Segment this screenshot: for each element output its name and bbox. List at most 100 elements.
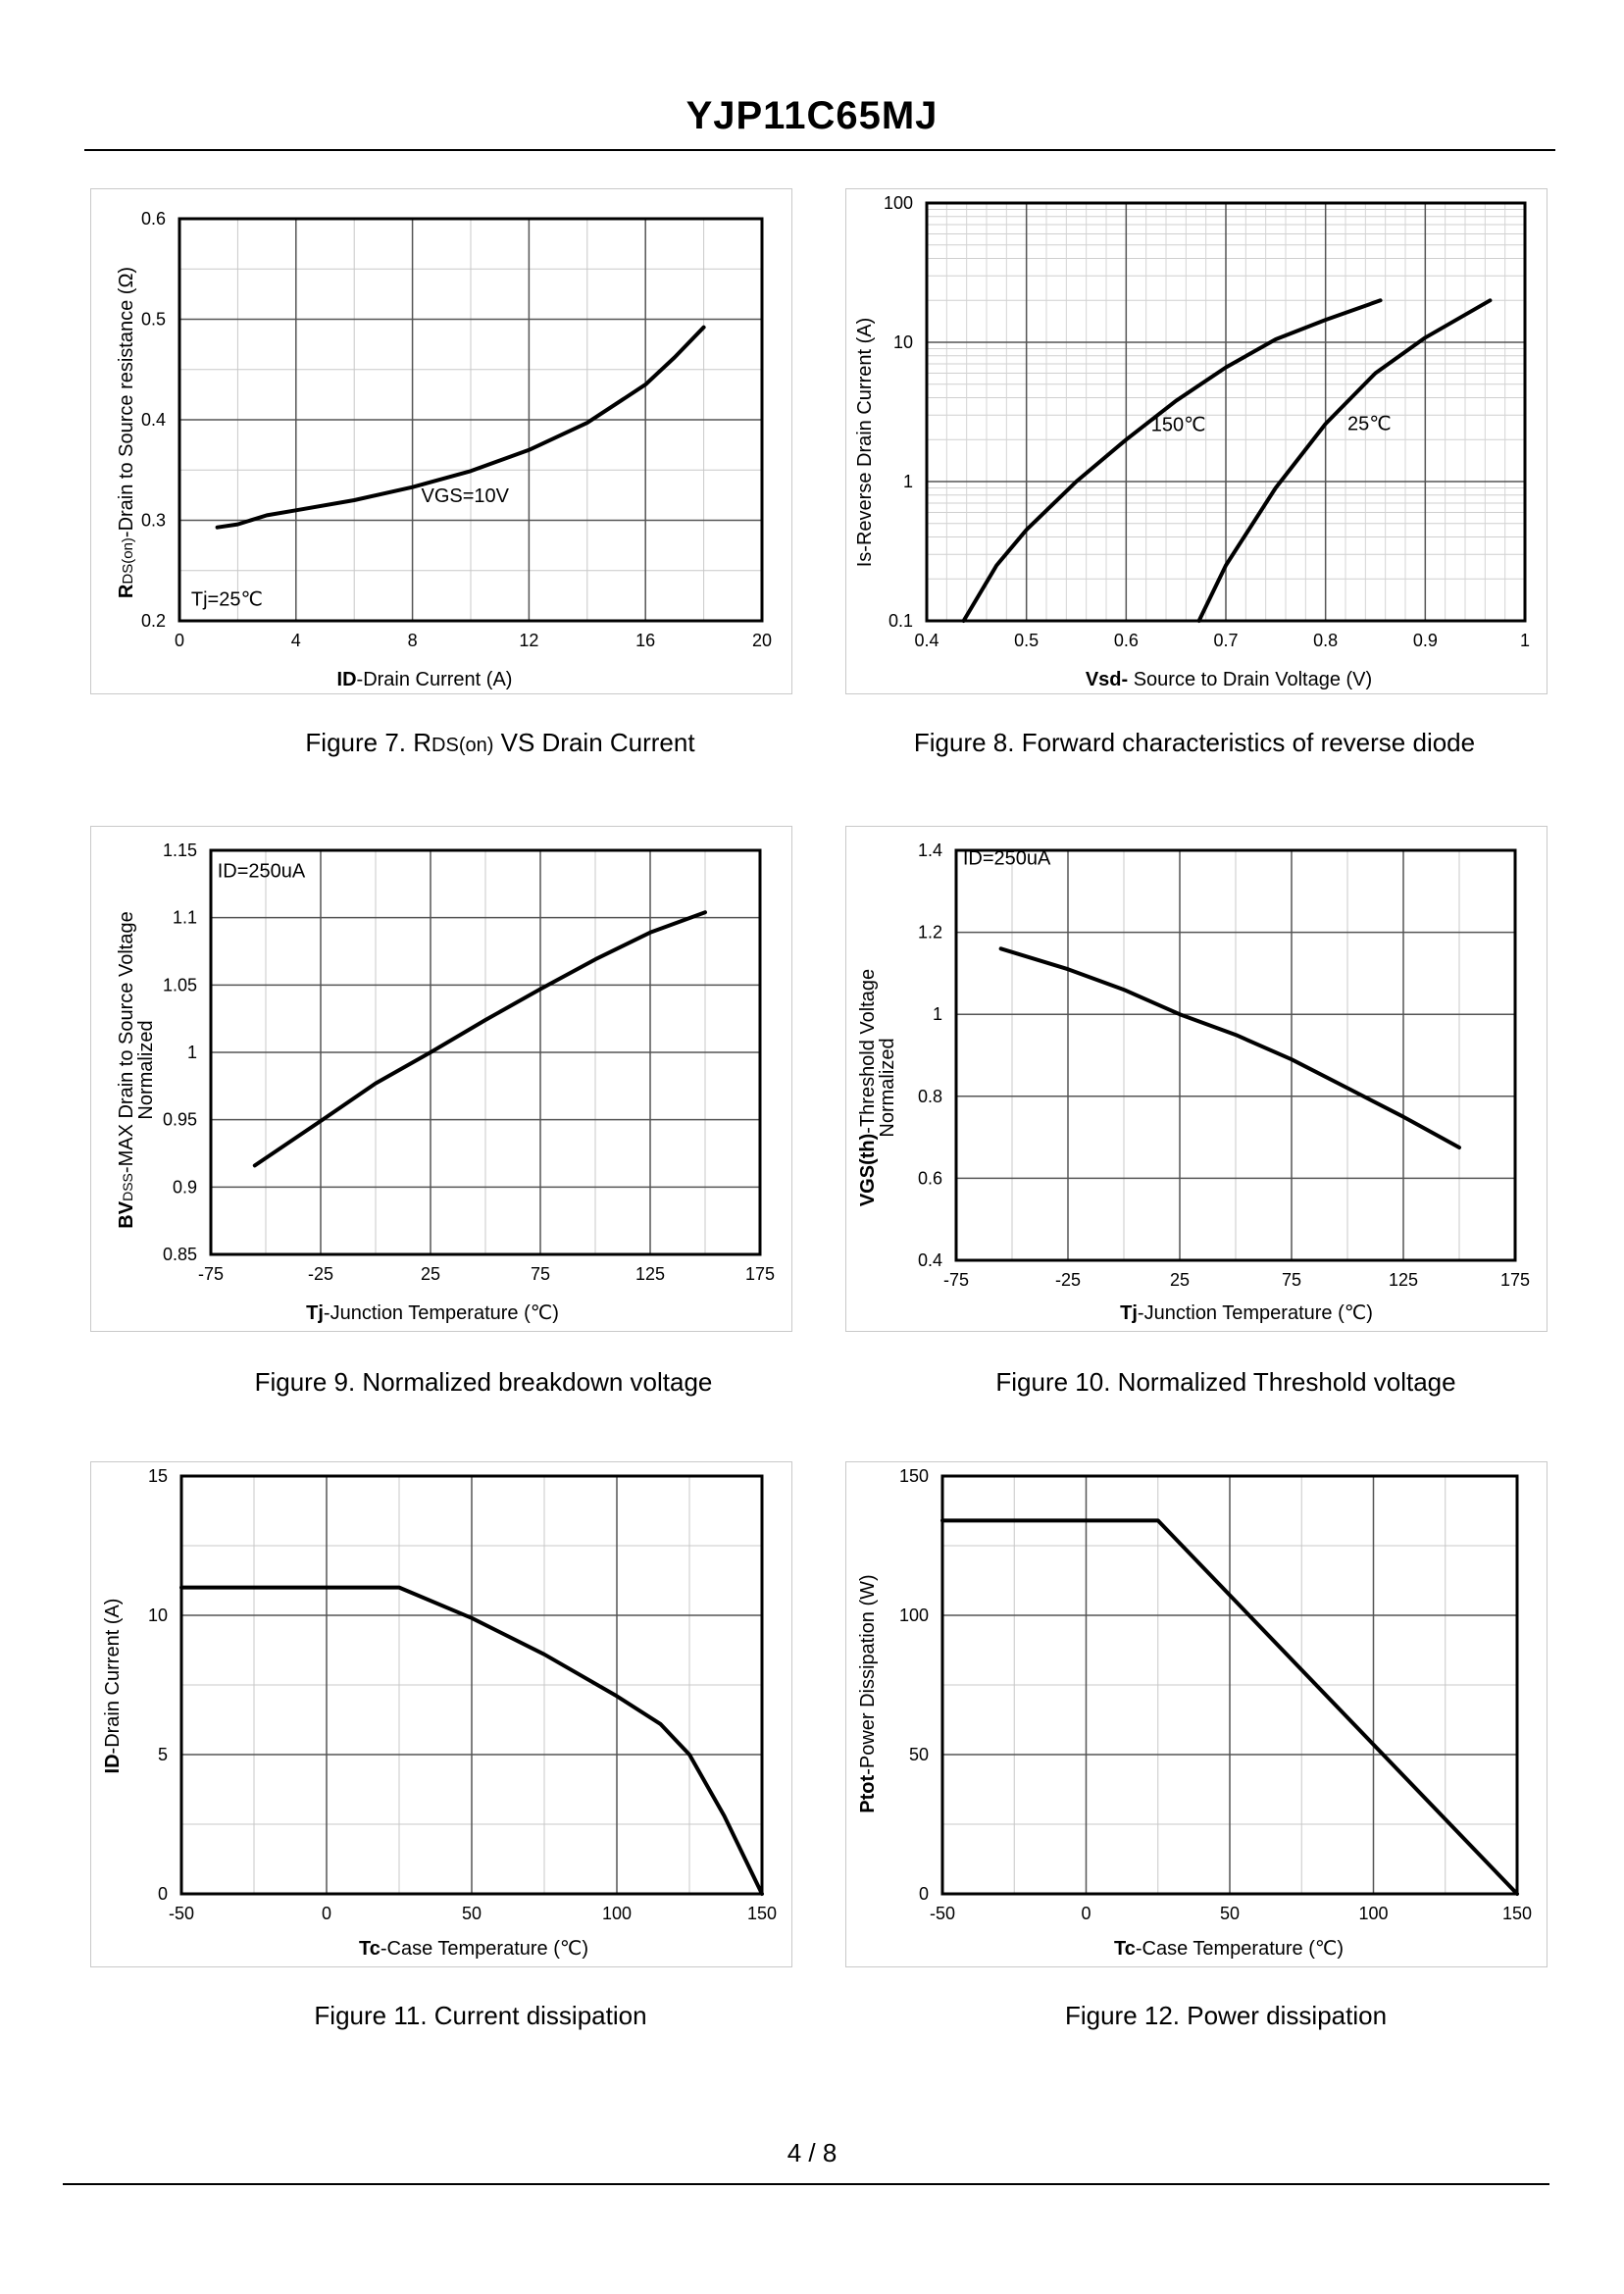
x-tick-label: 0 — [175, 631, 184, 650]
y-tick-label: 0.95 — [163, 1110, 197, 1130]
y-tick-label: 0.1 — [888, 611, 913, 631]
y-tick-labels: 0.4 0.6 0.8 1 1.2 1.4 — [918, 841, 942, 1270]
x-tick-labels: -50 0 50 100 150 — [930, 1904, 1532, 1923]
y-tick-label: 0.8 — [918, 1087, 942, 1106]
y-tick-label: 1 — [187, 1043, 197, 1062]
figure-9-chart: -75 -25 25 75 125 175 0.85 0.9 0.95 1 1.05 1.1 1.15… — [116, 841, 775, 1324]
x-tick-label: 175 — [745, 1264, 775, 1284]
y-axis-label: Is-Reverse Drain Current (A) — [854, 318, 876, 568]
annotations: ID=250uA — [963, 848, 1051, 870]
x-axis-label: Tc-Case Temperature (℃) — [1114, 1938, 1344, 1960]
footer-rule — [63, 2183, 1549, 2185]
x-tick-label: 75 — [531, 1264, 550, 1284]
figure-10-caption: Figure 10. Normalized Threshold voltage — [995, 1367, 1456, 1397]
series-line-id250ua — [998, 946, 1461, 1149]
curves — [252, 910, 707, 1168]
plot-frame — [178, 217, 764, 623]
x-tick-label: 50 — [1220, 1904, 1240, 1923]
y-tick-label: 1.05 — [163, 975, 197, 994]
x-tick-label: 100 — [602, 1904, 632, 1923]
y-tick-label: 0.5 — [141, 310, 166, 330]
series-line-vgs10v — [215, 325, 706, 530]
figure-9-caption: Figure 9. Normalized breakdown voltage — [254, 1367, 713, 1397]
x-tick-label: 175 — [1500, 1270, 1530, 1290]
figure-10-chart: -75 -25 25 75 125 175 0.4 0.6 0.8 1 1.2 1.4 ID=250… — [857, 841, 1530, 1324]
y-tick-label: 0.4 — [918, 1250, 942, 1270]
series-line-id — [179, 1585, 764, 1896]
y-axis-label: BVDSS-MAX Drain to Source Voltage — [116, 911, 137, 1228]
x-tick-label: 75 — [1282, 1270, 1301, 1290]
figure-11-caption: Figure 11. Current dissipation — [314, 2001, 647, 2030]
series-line-id250ua — [252, 910, 707, 1168]
document-title: YJP11C65MJ — [685, 94, 939, 137]
y-tick-label: 5 — [158, 1745, 168, 1764]
figure-8-chart: 0.4 0.5 0.6 0.7 0.8 0.9 1 0.1 1 10 100 150℃ 25℃ Vs… — [854, 193, 1530, 690]
y-tick-label: 150 — [899, 1466, 929, 1486]
series-line-ptot — [940, 1518, 1519, 1896]
y-tick-label: 1 — [903, 472, 913, 491]
x-axis-label: Tc-Case Temperature (℃) — [359, 1938, 588, 1960]
x-tick-label: -75 — [198, 1264, 224, 1284]
y-tick-label: 0.85 — [163, 1245, 197, 1264]
figure-9-panel: -75 -25 25 75 125 175 0.85 0.9 0.95 1 1.05 1.1 1.15… — [90, 826, 792, 1332]
x-tick-label: 0.7 — [1213, 631, 1238, 650]
curves — [998, 946, 1461, 1149]
x-tick-label: 125 — [1389, 1270, 1418, 1290]
x-tick-labels: 0.4 0.5 0.6 0.7 0.8 0.9 1 — [914, 631, 1530, 650]
x-tick-label: 4 — [291, 631, 301, 650]
x-axis-label: ID-Drain Current (A) — [337, 669, 513, 690]
x-tick-labels: -75 -25 25 75 125 175 — [198, 1264, 775, 1284]
x-axis-label: Tj-Junction Temperature (℃) — [306, 1302, 559, 1324]
y-tick-label: 0 — [919, 1884, 929, 1904]
annotation-label: Tj=25℃ — [191, 589, 263, 611]
x-tick-label: 0.4 — [914, 631, 939, 650]
curves — [961, 298, 1493, 623]
x-tick-label: 25 — [421, 1264, 440, 1284]
plot-frame — [209, 848, 762, 1256]
y-axis-label: ID-Drain Current (A) — [102, 1599, 124, 1774]
x-tick-label: 0.9 — [1413, 631, 1438, 650]
header-rule — [84, 149, 1555, 151]
series-line-150 — [961, 298, 1383, 623]
x-tick-label: 8 — [408, 631, 418, 650]
figure-12-panel: -50 0 50 100 150 0 50 100 150 Tc-Case Temperatu… — [845, 1461, 1548, 1967]
y-tick-label: 10 — [893, 332, 913, 352]
y-tick-label: 0.9 — [173, 1177, 197, 1197]
y-tick-label: 1.4 — [918, 841, 942, 860]
x-tick-label: 0 — [322, 1904, 331, 1923]
x-tick-label: 0.5 — [1014, 631, 1039, 650]
annotation-label: 25℃ — [1347, 413, 1392, 434]
series-line-25 — [1196, 298, 1493, 623]
plot-frame — [179, 1474, 764, 1896]
plot-frame — [954, 848, 1517, 1262]
grid — [178, 218, 763, 622]
y-axis-label: VGS(th)-Threshold Voltage — [857, 969, 879, 1206]
plot-frame — [940, 1474, 1519, 1896]
annotation-label: ID=250uA — [218, 860, 306, 882]
y-tick-label: 0.2 — [141, 611, 166, 631]
x-tick-labels: -75 -25 25 75 125 175 — [943, 1270, 1530, 1290]
x-tick-label: 150 — [1502, 1904, 1532, 1923]
y-tick-label: 0.6 — [918, 1168, 942, 1188]
annotation-label: VGS=10V — [422, 485, 510, 507]
annotation-label: 150℃ — [1151, 415, 1206, 436]
x-tick-label: 0 — [1081, 1904, 1091, 1923]
y-tick-label: 100 — [899, 1606, 929, 1625]
grid — [955, 849, 1516, 1261]
plot-frame — [925, 201, 1527, 623]
annotations: VGS=10V Tj=25℃ — [191, 485, 510, 611]
annotation-label: ID=250uA — [963, 848, 1051, 870]
x-axis-label: Vsd- Source to Drain Voltage (V) — [1086, 669, 1372, 690]
x-tick-label: 12 — [519, 631, 538, 650]
figure-8-caption: Figure 8. Forward characteristics of rev… — [913, 728, 1476, 757]
x-tick-label: -75 — [943, 1270, 969, 1290]
y-tick-labels: 0 50 100 150 — [899, 1466, 929, 1904]
x-tick-label: 1 — [1520, 631, 1530, 650]
y-tick-label: 10 — [148, 1606, 168, 1625]
y-tick-label: 100 — [884, 193, 913, 213]
figure-12-caption: Figure 12. Power dissipation — [1064, 2001, 1388, 2030]
x-tick-labels: 0 4 8 12 16 20 — [175, 631, 772, 650]
x-tick-label: 100 — [1358, 1904, 1388, 1923]
grid — [926, 202, 1526, 622]
